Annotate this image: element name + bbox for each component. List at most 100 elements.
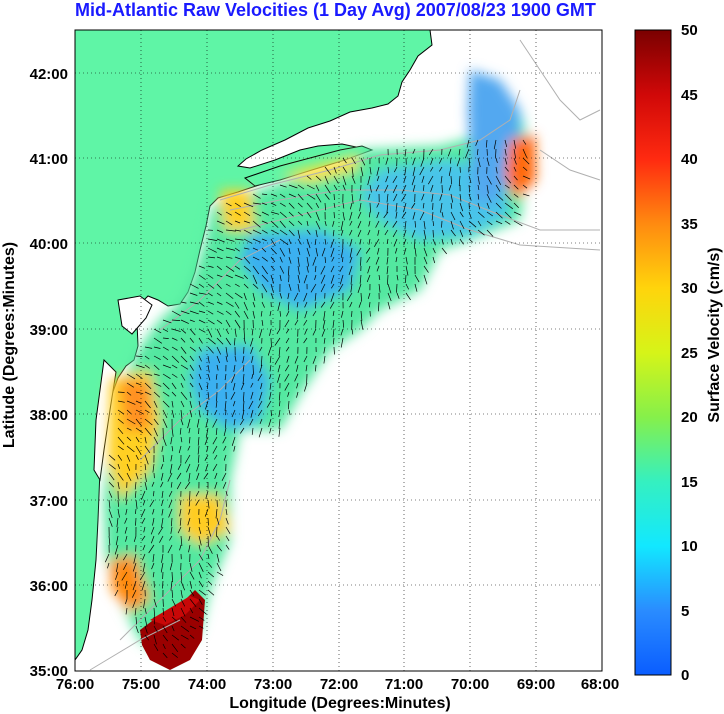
velocity-arrow xyxy=(144,625,148,634)
velocity-arrow xyxy=(252,229,262,235)
velocity-arrow xyxy=(135,454,139,460)
velocity-arrow xyxy=(306,238,311,249)
velocity-arrow xyxy=(286,310,290,317)
velocity-arrow xyxy=(117,445,124,451)
velocity-arrow xyxy=(277,301,281,311)
velocity-arrow xyxy=(216,301,223,305)
velocity-arrow xyxy=(216,220,225,225)
velocity-arrow xyxy=(315,364,317,372)
velocity-arrow xyxy=(279,310,281,317)
velocity-arrow xyxy=(234,274,244,279)
velocity-arrow xyxy=(331,283,335,289)
velocity-arrow xyxy=(486,193,492,203)
velocity-arrow xyxy=(198,535,202,546)
colorbar-ticks: 0 5 10 15 20 25 30 35 40 45 50 xyxy=(681,22,698,684)
velocity-arrow xyxy=(171,364,178,369)
velocity-arrow xyxy=(153,643,159,651)
velocity-arrow xyxy=(108,499,111,509)
velocity-arrow xyxy=(198,607,207,615)
velocity-arrow xyxy=(171,382,177,390)
velocity-arrow xyxy=(403,247,407,255)
velocity-arrow xyxy=(162,328,169,332)
velocity-arrow xyxy=(384,184,389,193)
velocity-arrow xyxy=(135,625,139,634)
velocity-arrow xyxy=(314,274,317,281)
velocity-arrow xyxy=(270,229,279,235)
velocity-arrow xyxy=(216,283,222,290)
velocity-arrow xyxy=(151,562,155,570)
velocity-arrow xyxy=(495,220,503,225)
velocity-arrow xyxy=(188,535,191,541)
velocity-arrow xyxy=(216,328,222,338)
velocity-arrow xyxy=(293,292,299,301)
velocity-arrow xyxy=(233,364,236,372)
velocity-arrow xyxy=(171,643,179,653)
velocity-arrow xyxy=(225,283,231,287)
velocity-arrow xyxy=(250,391,254,400)
velocity-arrow xyxy=(150,535,155,544)
velocity-arrow xyxy=(310,283,317,293)
velocity-arrow xyxy=(207,310,214,315)
velocity-arrow xyxy=(162,364,172,369)
x-axis-label: Longitude (Degrees:Minutes) xyxy=(229,695,450,712)
velocity-arrow xyxy=(296,337,299,344)
velocity-arrow xyxy=(225,526,231,534)
velocity-arrow xyxy=(513,184,519,190)
velocity-arrow xyxy=(252,310,255,319)
velocity-arrow xyxy=(412,157,416,166)
velocity-arrow xyxy=(477,184,480,191)
velocity-arrow xyxy=(252,283,259,289)
velocity-arrow xyxy=(133,535,137,543)
velocity-arrow xyxy=(288,184,298,189)
velocity-arrow xyxy=(342,166,348,174)
velocity-arrow xyxy=(240,418,245,426)
velocity-arrow xyxy=(216,517,220,526)
velocity-arrow xyxy=(169,463,173,474)
velocity-arrow xyxy=(357,229,362,237)
velocity-arrow xyxy=(215,373,218,380)
velocity-arrow xyxy=(135,445,142,455)
velocity-arrow xyxy=(212,436,218,445)
velocity-arrow xyxy=(274,355,281,365)
velocity-arrow xyxy=(117,463,121,470)
velocity-arrow xyxy=(297,184,305,190)
velocity-arrow xyxy=(495,157,498,163)
velocity-arrow xyxy=(378,301,380,312)
velocity-arrow xyxy=(179,517,182,526)
velocity-arrow xyxy=(184,481,191,490)
velocity-arrow xyxy=(162,382,170,390)
velocity-arrow xyxy=(369,301,371,308)
velocity-arrow xyxy=(171,373,178,378)
velocity-arrow xyxy=(198,580,204,588)
velocity-arrow xyxy=(359,238,362,245)
velocity-arrow xyxy=(288,229,295,237)
velocity-arrow xyxy=(170,517,173,527)
velocity-arrow xyxy=(171,391,177,397)
velocity-arrow xyxy=(168,508,173,518)
velocity-arrow xyxy=(144,355,150,360)
velocity-arrow xyxy=(360,166,364,177)
velocity-arrow xyxy=(243,211,251,216)
velocity-arrow xyxy=(477,202,481,210)
velocity-arrow xyxy=(349,211,353,221)
velocity-arrow xyxy=(205,463,209,472)
velocity-arrow xyxy=(269,373,272,380)
velocity-arrow xyxy=(403,229,407,238)
velocity-arrow xyxy=(324,202,326,211)
velocity-arrow xyxy=(171,427,174,437)
velocity-arrow xyxy=(279,211,287,218)
velocity-arrow xyxy=(422,202,425,209)
velocity-arrow xyxy=(278,409,281,418)
velocity-arrow xyxy=(233,445,236,452)
velocity-arrow xyxy=(108,481,115,488)
velocity-arrow xyxy=(439,193,443,201)
velocity-arrow xyxy=(141,580,146,591)
velocity-arrow xyxy=(225,238,235,242)
velocity-arrow xyxy=(171,319,181,321)
velocity-arrow xyxy=(493,139,497,150)
velocity-arrow xyxy=(225,211,232,216)
velocity-arrow xyxy=(468,184,471,193)
velocity-arrow xyxy=(144,418,153,426)
velocity-arrow xyxy=(259,418,263,425)
velocity-arrow xyxy=(268,418,272,428)
